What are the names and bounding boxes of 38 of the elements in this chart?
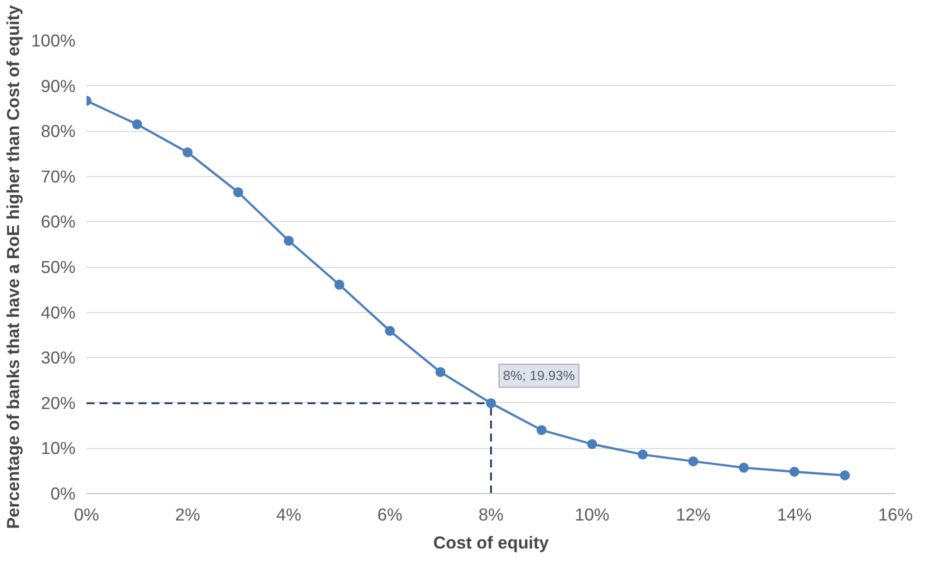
point [587, 439, 598, 450]
y-tick-label: 60% [40, 212, 76, 232]
y-tick-label: 10% [40, 438, 76, 458]
x-tick-label: 6% [377, 504, 402, 524]
x-tick-label: 10% [574, 504, 610, 524]
x-axis-title: Cost of equity [433, 532, 550, 552]
y-tick-label: 40% [40, 302, 76, 322]
x-tick-label: 12% [676, 504, 711, 524]
x-tick-label: 8% [478, 504, 504, 524]
y-tick-label: 0% [50, 484, 76, 504]
x-tick-label: 16% [878, 504, 913, 524]
y-tick-label: 70% [40, 166, 76, 186]
point [384, 326, 395, 336]
point [738, 462, 749, 473]
point [688, 456, 698, 466]
y-tick-label: 80% [40, 121, 76, 142]
point [435, 367, 446, 378]
point [334, 280, 344, 290]
y-tick-label: 100% [31, 30, 76, 50]
x-tick-label: 2% [175, 504, 200, 524]
y-tick-label: 50% [40, 257, 76, 277]
point [182, 147, 193, 158]
annotation: 8%; 19.93% [503, 368, 576, 384]
y-axis-title: Percentage of banks that have a RoE higher than Cost of equity [3, 4, 24, 529]
point [789, 466, 800, 477]
point [638, 450, 648, 460]
point [536, 425, 547, 436]
x-tick-label: 0% [74, 504, 100, 524]
point [233, 187, 244, 198]
point [486, 398, 496, 408]
y-tick-label: 90% [40, 76, 76, 96]
point [132, 119, 142, 130]
point [840, 470, 850, 480]
point [284, 236, 294, 246]
x-tick-label: 14% [777, 504, 812, 524]
y-tick-label: 20% [40, 392, 76, 413]
x-tick-label: 4% [276, 504, 302, 524]
y-tick-label: 30% [40, 348, 76, 368]
